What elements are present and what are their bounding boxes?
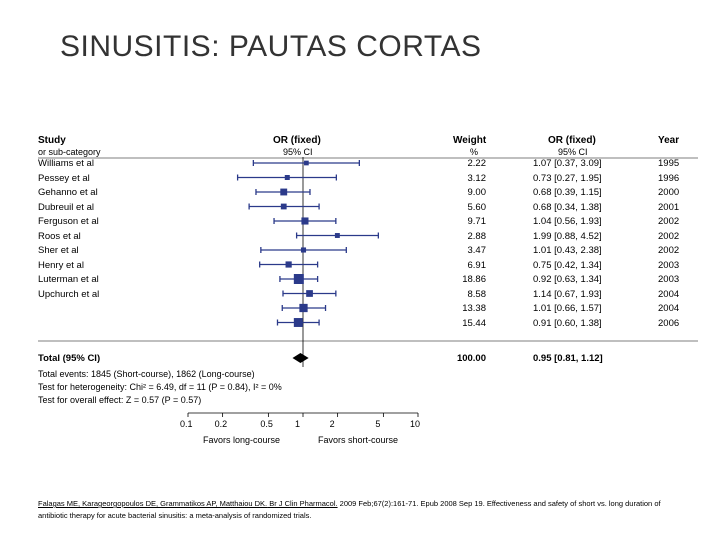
year-value: 2006: [658, 318, 679, 329]
weight-value: 15.44: [446, 318, 486, 329]
summary-events: Total events: 1845 (Short-course), 1862 …: [38, 368, 255, 381]
weight-value: 2.22: [446, 158, 486, 169]
tick-label: 5: [375, 419, 380, 429]
weight-value: 18.86: [446, 274, 486, 285]
weight-value: 13.38: [446, 303, 486, 314]
or-value: 1.99 [0.88, 4.52]: [533, 231, 602, 242]
weight-value: 3.12: [446, 173, 486, 184]
study-label: Upchurch et al: [38, 289, 99, 300]
year-value: 2000: [658, 187, 679, 198]
year-value: 2003: [658, 260, 679, 271]
study-label: Ferguson et al: [38, 216, 99, 227]
or-value: 1.04 [0.56, 1.93]: [533, 216, 602, 227]
year-value: 2001: [658, 202, 679, 213]
tick-label: 1: [295, 419, 300, 429]
year-value: 2003: [658, 274, 679, 285]
weight-value: 2.88: [446, 231, 486, 242]
or-value: 0.91 [0.60, 1.38]: [533, 318, 602, 329]
weight-value: 8.58: [446, 289, 486, 300]
summary-overall: Test for overall effect: Z = 0.57 (P = 0…: [38, 394, 201, 407]
weight-value: 9.71: [446, 216, 486, 227]
citation: Falagas ME, Karageorgopoulos DE, Grammat…: [38, 498, 682, 522]
year-value: 2002: [658, 231, 679, 242]
total-or: 0.95 [0.81, 1.12]: [533, 353, 603, 364]
year-value: 1995: [658, 158, 679, 169]
study-label: Gehanno et al: [38, 187, 98, 198]
tick-label: 10: [410, 419, 420, 429]
year-value: 1996: [658, 173, 679, 184]
weight-value: 5.60: [446, 202, 486, 213]
study-label: Luterman et al: [38, 274, 99, 285]
study-label: Sher et al: [38, 245, 79, 256]
study-label: Dubreuil et al: [38, 202, 94, 213]
or-value: 1.14 [0.67, 1.93]: [533, 289, 602, 300]
axis-left-label: Favors long-course: [203, 435, 280, 445]
citation-journal: Br J Clin Pharmacol.: [267, 499, 337, 508]
slide-title: SINUSITIS: PAUTAS CORTAS: [60, 30, 482, 64]
tick-label: 2: [330, 419, 335, 429]
or-value: 0.75 [0.42, 1.34]: [533, 260, 602, 271]
or-value: 1.07 [0.37, 3.09]: [533, 158, 602, 169]
or-value: 1.01 [0.66, 1.57]: [533, 303, 602, 314]
tick-label: 0.1: [180, 419, 193, 429]
study-label: Henry et al: [38, 260, 84, 271]
year-value: 2004: [658, 303, 679, 314]
or-value: 0.73 [0.27, 1.95]: [533, 173, 602, 184]
or-value: 0.68 [0.39, 1.15]: [533, 187, 602, 198]
weight-value: 3.47: [446, 245, 486, 256]
forest-plot: Study or sub-category OR (fixed) 95% CI …: [38, 135, 698, 460]
or-value: 0.92 [0.63, 1.34]: [533, 274, 602, 285]
year-value: 2004: [658, 289, 679, 300]
tick-label: 0.5: [260, 419, 273, 429]
study-label: Roos et al: [38, 231, 81, 242]
or-value: 1.01 [0.43, 2.38]: [533, 245, 602, 256]
weight-value: 9.00: [446, 187, 486, 198]
axis-right-label: Favors short-course: [318, 435, 398, 445]
total-label: Total (95% CI): [38, 353, 100, 364]
tick-label: 0.2: [215, 419, 228, 429]
study-label: Pessey et al: [38, 173, 90, 184]
weight-value: 6.91: [446, 260, 486, 271]
year-value: 2002: [658, 245, 679, 256]
or-value: 0.68 [0.34, 1.38]: [533, 202, 602, 213]
year-value: 2002: [658, 216, 679, 227]
study-label: Williams et al: [38, 158, 94, 169]
citation-authors: Falagas ME, Karageorgopoulos DE, Grammat…: [38, 499, 267, 508]
summary-het: Test for heterogeneity: Chi² = 6.49, df …: [38, 381, 282, 394]
total-weight: 100.00: [446, 353, 486, 364]
